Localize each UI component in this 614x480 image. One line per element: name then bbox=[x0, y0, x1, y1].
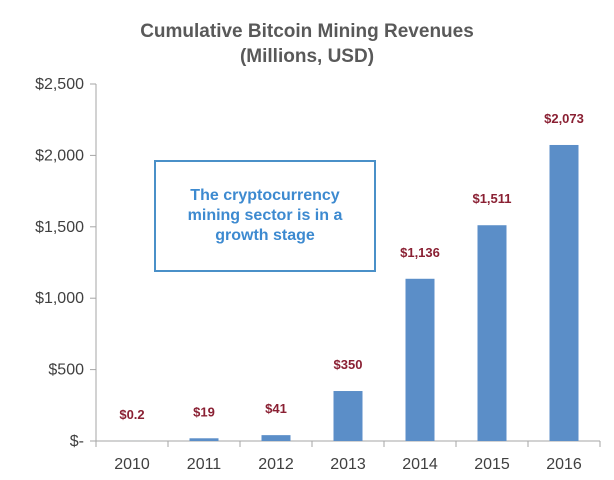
x-tick-label: 2016 bbox=[546, 456, 582, 473]
y-tick-label: $2,000 bbox=[35, 147, 84, 164]
callout-text: The cryptocurrency mining sector is in a… bbox=[187, 187, 343, 244]
data-label-2014: $1,136 bbox=[400, 245, 440, 260]
data-label-2011: $19 bbox=[193, 404, 215, 419]
data-label-2012: $41 bbox=[265, 401, 287, 416]
chart-title-line-1: Cumulative Bitcoin Mining Revenues bbox=[140, 21, 474, 42]
x-tick-label: 2013 bbox=[330, 456, 366, 473]
x-tick-label: 2010 bbox=[114, 456, 150, 473]
bar-2016 bbox=[549, 144, 579, 442]
x-tick-label: 2012 bbox=[258, 456, 294, 473]
data-label-2015: $1,511 bbox=[472, 191, 511, 206]
bar-2012 bbox=[261, 435, 291, 441]
y-tick-label: $2,500 bbox=[35, 76, 84, 93]
x-tick-label: 2011 bbox=[187, 456, 222, 473]
y-tick-label: $1,000 bbox=[35, 290, 84, 307]
chart-title-line-2: (Millions, USD) bbox=[240, 46, 374, 67]
bar-2013 bbox=[333, 391, 363, 441]
data-label-2013: $350 bbox=[334, 357, 363, 372]
growth-stage-callout: The cryptocurrency mining sector is in a… bbox=[154, 160, 376, 272]
bar-2011 bbox=[189, 438, 219, 441]
x-tick-label: 2014 bbox=[402, 456, 438, 473]
data-label-2016: $2,073 bbox=[544, 111, 584, 126]
x-tick-label: 2015 bbox=[474, 456, 510, 473]
bar-2014 bbox=[405, 278, 435, 441]
y-tick-label: $500 bbox=[48, 362, 84, 379]
data-label-2010: $0.2 bbox=[119, 407, 144, 422]
y-tick-label: $1,500 bbox=[35, 219, 84, 236]
bar-2015 bbox=[477, 225, 507, 441]
y-tick-label: $- bbox=[70, 433, 84, 450]
